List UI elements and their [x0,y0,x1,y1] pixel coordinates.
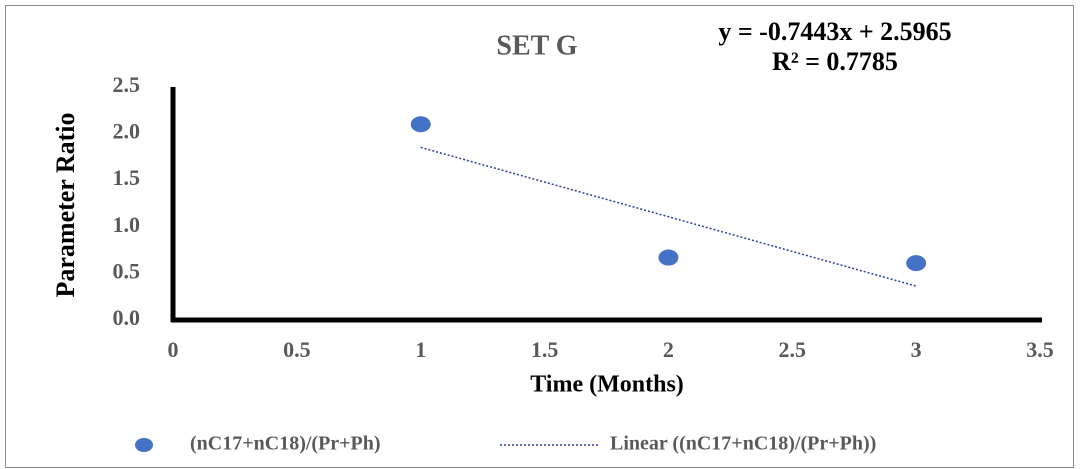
x-tick-label: 2.5 [779,337,807,362]
x-tick-label: 0 [168,337,179,362]
chart-border [5,5,1074,468]
x-tick-label: 0.5 [283,337,311,362]
y-tick-label: 2.5 [113,72,141,97]
y-tick-label: 1.5 [113,165,141,190]
y-axis-label: Parameter Ratio [51,112,80,297]
trendline [420,146,917,287]
y-tick-label: 0.5 [113,258,141,283]
legend-label: Linear ((nC17+nC18)/(Pr+Ph)) [610,433,876,455]
x-tick-label: 2 [663,337,674,362]
data-point [410,116,431,133]
data-point [658,249,679,266]
trend-equation: y = -0.7443x + 2.5965 [718,17,951,46]
x-tick-label: 3.5 [1026,337,1054,362]
y-tick-label: 1.0 [113,212,141,237]
x-tick-label: 1.5 [531,337,559,362]
chart-title: SET G [496,30,577,61]
trend-r-squared: R² = 0.7785 [772,47,898,76]
legend-label: (nC17+nC18)/(Pr+Ph) [190,433,381,455]
legend-marker [135,438,153,452]
x-axis-label: Time (Months) [530,372,684,398]
x-tick-label: 3 [911,337,922,362]
y-tick-label: 0.0 [113,305,141,330]
y-tick-label: 2.0 [113,119,141,144]
data-point [906,255,927,272]
x-tick-label: 1 [415,337,426,362]
